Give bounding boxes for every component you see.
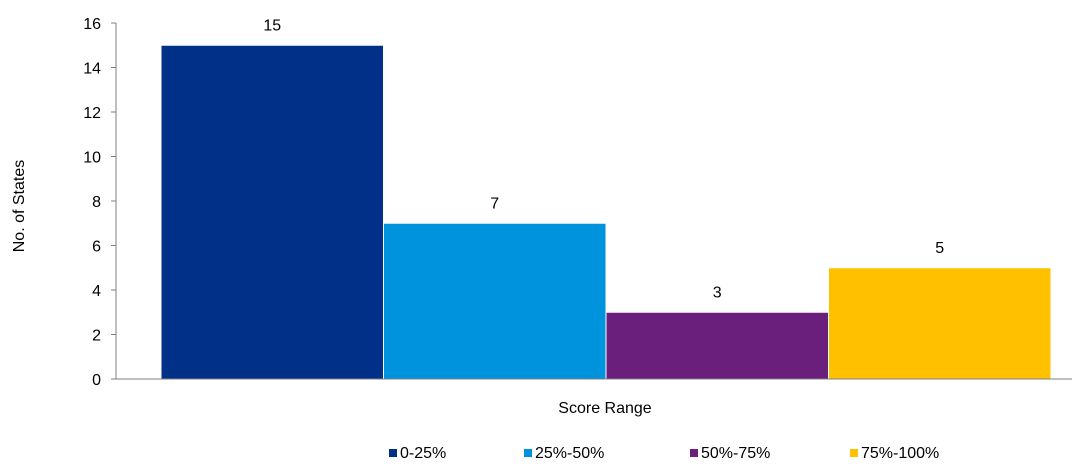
data-label: 3 <box>713 284 722 301</box>
legend-label: 25%-50% <box>535 445 604 462</box>
legend-swatch <box>850 449 858 457</box>
y-tick-label: 0 <box>92 372 101 389</box>
data-label: 5 <box>935 240 944 257</box>
y-tick-label: 6 <box>92 239 101 256</box>
legend-swatch <box>389 449 397 457</box>
y-axis-title: No. of States <box>11 160 28 253</box>
x-axis-title: Score Range <box>558 400 651 417</box>
bar-0-25% <box>160 44 384 380</box>
y-tick-label: 10 <box>83 150 101 167</box>
y-tick-label: 8 <box>92 194 101 211</box>
y-tick-label: 2 <box>92 328 101 345</box>
y-tick-label: 16 <box>83 16 101 33</box>
legend-label: 0-25% <box>400 445 446 462</box>
bars-layer <box>160 44 1052 380</box>
legend-swatch <box>690 449 698 457</box>
legend-label: 75%-100% <box>861 445 939 462</box>
legend-label: 50%-75% <box>701 445 770 462</box>
legend-swatch <box>524 449 532 457</box>
y-tick-label: 4 <box>92 283 101 300</box>
legend: 0-25% 25%-50% 50%-75% 75%-100% <box>389 445 939 462</box>
bar-50%-75% <box>605 311 829 380</box>
data-label: 15 <box>263 17 281 34</box>
data-label: 7 <box>490 195 499 212</box>
bar-25%-50% <box>383 222 607 380</box>
bar-75%-100% <box>828 267 1052 380</box>
y-ticks-layer: 0 2 4 6 8 10 12 14 16 <box>83 16 116 389</box>
y-tick-label: 12 <box>83 105 101 122</box>
y-tick-label: 14 <box>83 61 101 78</box>
data-labels-layer: 15 7 3 5 <box>263 17 944 301</box>
